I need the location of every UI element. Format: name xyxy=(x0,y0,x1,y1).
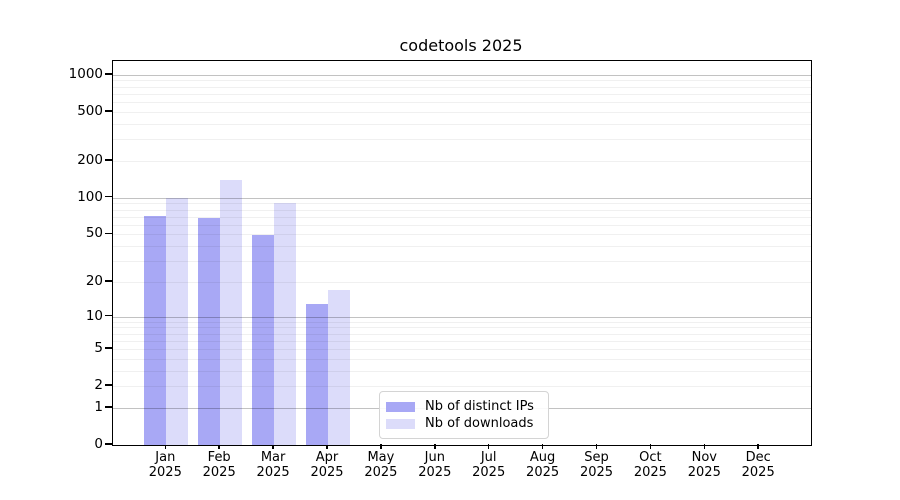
y-tick-label: 0 xyxy=(94,436,103,452)
x-tick-mark xyxy=(380,444,382,449)
x-tick-mark xyxy=(487,444,490,449)
y-tick-mark xyxy=(105,280,112,282)
bar-downloads-jan xyxy=(166,197,189,445)
x-tick-label-aug: Aug 2025 xyxy=(526,450,560,480)
bar-downloads-feb xyxy=(220,180,243,445)
y-tick-mark xyxy=(105,443,112,445)
x-tick-label-apr: Apr 2025 xyxy=(310,450,344,480)
x-tick-label-jul: Jul 2025 xyxy=(472,450,506,480)
bar-downloads-apr xyxy=(328,290,350,445)
y-tick-mark xyxy=(105,159,112,161)
x-tick-mark xyxy=(434,444,436,449)
bar-ips-jan xyxy=(144,215,167,445)
bar-downloads-mar xyxy=(274,203,297,445)
x-tick-mark xyxy=(272,444,274,449)
x-tick-label-nov: Nov 2025 xyxy=(687,450,721,480)
x-tick-mark xyxy=(757,444,759,449)
x-tick-label-sep: Sep 2025 xyxy=(579,450,614,480)
y-tick-label: 200 xyxy=(77,151,103,168)
bar-ips-mar xyxy=(252,235,275,445)
legend-item-distinct-ips: Nb of distinct IPs xyxy=(386,398,548,415)
chart-title: codetools 2025 xyxy=(399,36,523,55)
y-tick-mark xyxy=(105,347,112,349)
x-tick-mark xyxy=(595,444,598,449)
bar-ips-feb xyxy=(198,218,221,445)
y-tick-label: 20 xyxy=(85,272,103,289)
x-tick-label-jan: Jan 2025 xyxy=(148,450,182,480)
y-tick-mark xyxy=(105,314,112,317)
x-tick-label-may: May 2025 xyxy=(364,450,398,480)
y-tick-mark xyxy=(105,195,112,198)
y-tick-label: 1 xyxy=(94,398,103,415)
x-tick-mark xyxy=(164,444,167,449)
x-tick-mark xyxy=(541,444,544,449)
y-tick-mark xyxy=(105,73,112,75)
legend-label-distinct-ips: Nb of distinct IPs xyxy=(425,399,534,414)
legend: Nb of distinct IPs Nb of downloads xyxy=(379,391,549,439)
x-tick-mark xyxy=(649,444,652,449)
x-tick-label-oct: Oct 2025 xyxy=(633,450,667,480)
x-tick-label-jun: Jun 2025 xyxy=(418,450,452,480)
bar-ips-apr xyxy=(306,303,328,445)
legend-swatch-downloads xyxy=(386,418,415,429)
x-tick-label-mar: Mar 2025 xyxy=(256,450,290,480)
y-tick-mark xyxy=(105,110,112,112)
y-tick-label: 50 xyxy=(85,225,103,242)
x-tick-mark xyxy=(703,444,705,449)
y-tick-mark xyxy=(105,384,112,386)
y-tick-label: 2 xyxy=(94,377,103,394)
x-tick-label-feb: Feb 2025 xyxy=(202,450,236,480)
plot-area: Nb of distinct IPs Nb of downloads xyxy=(112,60,812,446)
legend-label-downloads: Nb of downloads xyxy=(425,416,534,431)
y-tick-mark xyxy=(105,406,112,408)
y-tick-label: 100 xyxy=(77,188,103,205)
y-tick-label: 500 xyxy=(77,102,103,119)
legend-swatch-distinct-ips xyxy=(386,401,415,412)
y-tick-label: 10 xyxy=(85,307,103,324)
y-tick-label: 1000 xyxy=(68,65,103,82)
legend-item-downloads: Nb of downloads xyxy=(386,415,548,432)
y-tick-mark xyxy=(105,232,112,234)
x-tick-label-dec: Dec 2025 xyxy=(741,450,775,480)
bars-layer xyxy=(113,61,811,445)
x-tick-mark xyxy=(218,444,220,449)
x-tick-mark xyxy=(326,444,328,449)
y-tick-label: 5 xyxy=(94,340,103,356)
